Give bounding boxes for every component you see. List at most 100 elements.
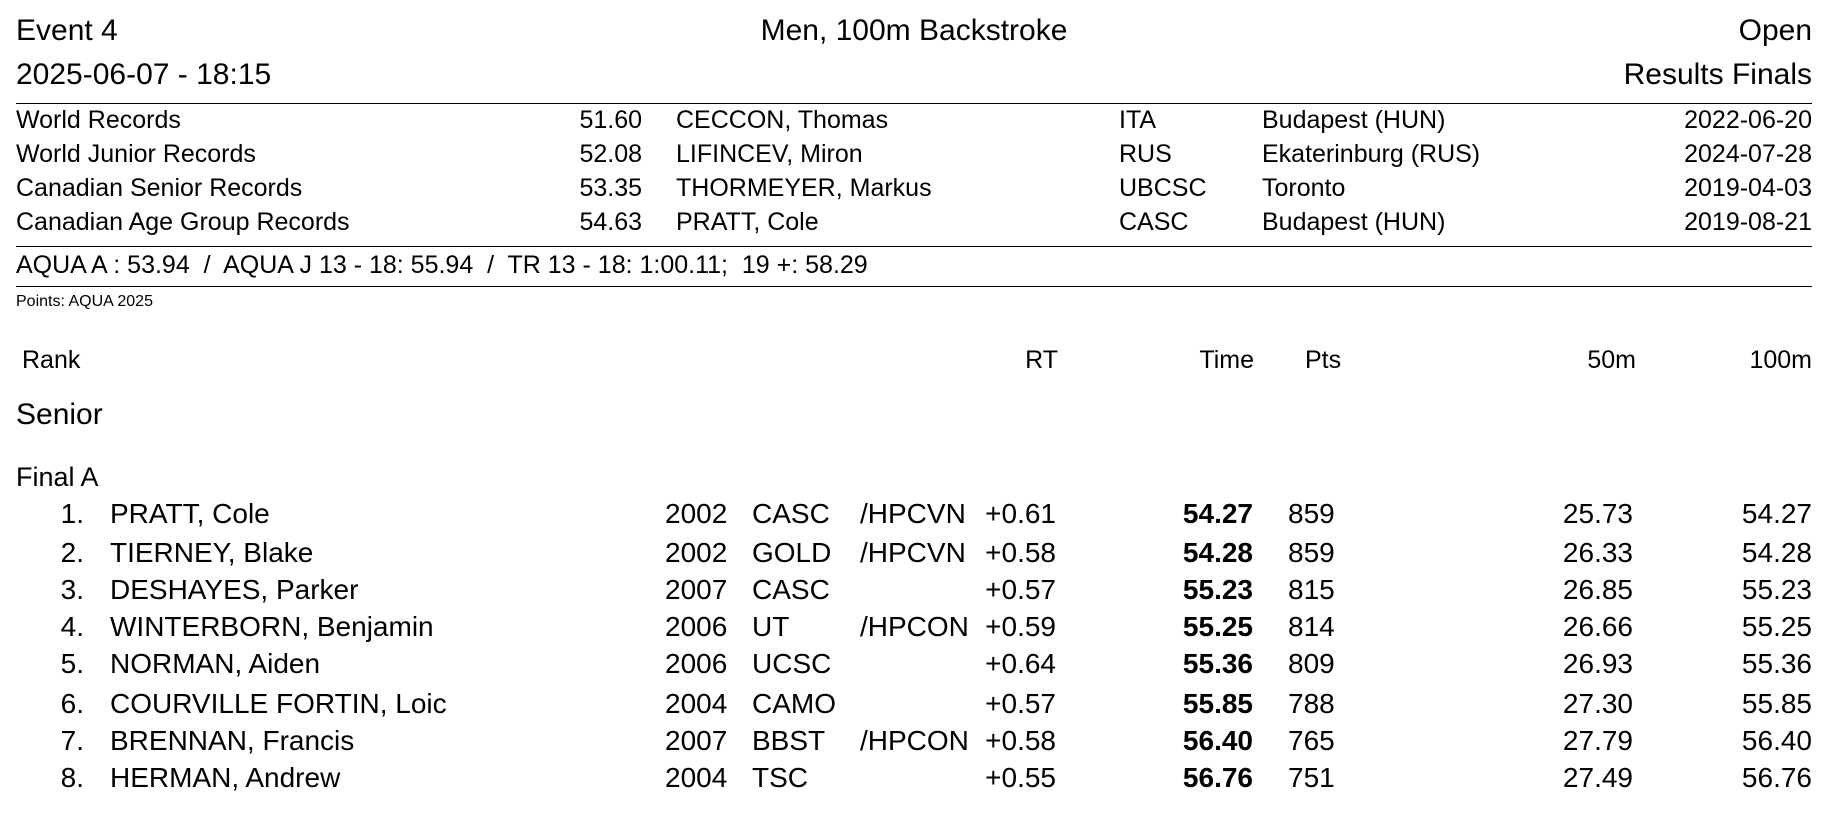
result-points: 788 xyxy=(1288,688,1335,719)
result-points: 765 xyxy=(1288,725,1335,756)
column-rank: Rank xyxy=(22,346,81,374)
result-rank: 8. xyxy=(60,762,84,793)
result-time: 55.36 xyxy=(1182,648,1253,679)
result-year: 2004 xyxy=(665,688,728,719)
record-holder: CECCON, Thomas xyxy=(676,106,889,134)
record-date: 2022-06-20 xyxy=(1684,106,1812,134)
record-time: 52.08 xyxy=(579,140,642,168)
record-time: 54.63 xyxy=(579,208,642,236)
result-split-100m: 56.76 xyxy=(1741,762,1812,793)
result-split-50m: 26.33 xyxy=(1562,537,1633,568)
record-country: UBCSC xyxy=(1119,174,1207,202)
result-split-100m: 55.23 xyxy=(1741,574,1812,605)
divider-standards xyxy=(16,286,1812,287)
column-100m: 100m xyxy=(1749,346,1812,374)
result-club: CASC xyxy=(752,574,830,605)
result-rt: +0.55 xyxy=(985,762,1056,793)
result-rt: +0.58 xyxy=(985,725,1056,756)
result-rank: 7. xyxy=(60,725,84,756)
result-time: 56.76 xyxy=(1182,762,1253,793)
divider-top xyxy=(16,103,1812,104)
event-category: Open xyxy=(1738,14,1812,47)
result-program: /HPCON xyxy=(860,611,969,642)
result-split-100m: 55.85 xyxy=(1741,688,1812,719)
result-program: /HPCVN xyxy=(860,537,966,568)
result-time: 56.40 xyxy=(1182,725,1253,756)
result-rank: 6. xyxy=(60,688,84,719)
result-points: 814 xyxy=(1288,611,1335,642)
result-rank: 4. xyxy=(60,611,84,642)
result-year: 2007 xyxy=(665,725,728,756)
result-split-100m: 55.36 xyxy=(1741,648,1812,679)
result-name: DESHAYES, Parker xyxy=(110,574,359,605)
result-name: NORMAN, Aiden xyxy=(110,648,321,679)
result-split-50m: 25.73 xyxy=(1562,498,1633,529)
result-points: 809 xyxy=(1288,648,1335,679)
result-split-50m: 26.66 xyxy=(1562,611,1633,642)
result-points: 859 xyxy=(1288,498,1335,529)
result-program: /HPCON xyxy=(860,725,969,756)
record-date: 2019-04-03 xyxy=(1684,174,1812,202)
result-club: BBST xyxy=(752,725,826,756)
result-time: 54.28 xyxy=(1182,537,1253,568)
result-time: 55.23 xyxy=(1182,574,1253,605)
result-year: 2006 xyxy=(665,648,728,679)
record-label: World Records xyxy=(16,106,181,134)
result-time: 55.85 xyxy=(1182,688,1253,719)
result-club: CASC xyxy=(752,498,830,529)
column-50m: 50m xyxy=(1587,346,1636,374)
record-place: Budapest (HUN) xyxy=(1262,208,1446,236)
result-name: TIERNEY, Blake xyxy=(110,537,314,568)
result-rank: 3. xyxy=(60,574,84,605)
result-club: TSC xyxy=(752,762,808,793)
record-time: 53.35 xyxy=(579,174,642,202)
result-points: 751 xyxy=(1288,762,1335,793)
result-rank: 5. xyxy=(60,648,84,679)
result-split-100m: 54.27 xyxy=(1741,498,1812,529)
result-program: /HPCVN xyxy=(860,498,966,529)
result-club: UT xyxy=(752,611,790,642)
result-club: UCSC xyxy=(752,648,832,679)
result-year: 2007 xyxy=(665,574,728,605)
result-rank: 2. xyxy=(60,537,84,568)
result-name: BRENNAN, Francis xyxy=(110,725,355,756)
result-split-50m: 27.79 xyxy=(1562,725,1633,756)
result-split-50m: 27.49 xyxy=(1562,762,1633,793)
record-label: Canadian Age Group Records xyxy=(16,208,350,236)
final-heading: Final A xyxy=(16,462,99,492)
result-club: GOLD xyxy=(752,537,832,568)
section-heading: Senior xyxy=(16,398,103,431)
qualifying-standards: AQUA A : 53.94 / AQUA J 13 - 18: 55.94 /… xyxy=(16,251,868,279)
record-holder: PRATT, Cole xyxy=(676,208,819,236)
result-split-100m: 54.28 xyxy=(1741,537,1812,568)
record-label: Canadian Senior Records xyxy=(16,174,303,202)
record-place: Budapest (HUN) xyxy=(1262,106,1446,134)
record-date: 2019-08-21 xyxy=(1684,208,1812,236)
result-time: 55.25 xyxy=(1182,611,1253,642)
result-rt: +0.57 xyxy=(985,574,1056,605)
result-split-50m: 27.30 xyxy=(1562,688,1633,719)
record-time: 51.60 xyxy=(579,106,642,134)
result-rt: +0.58 xyxy=(985,537,1056,568)
result-name: HERMAN, Andrew xyxy=(110,762,341,793)
record-holder: THORMEYER, Markus xyxy=(676,174,932,202)
result-split-50m: 26.85 xyxy=(1562,574,1633,605)
result-rt: +0.59 xyxy=(985,611,1056,642)
result-rank: 1. xyxy=(60,498,84,529)
record-date: 2024-07-28 xyxy=(1684,140,1812,168)
result-year: 2002 xyxy=(665,537,728,568)
result-time: 54.27 xyxy=(1182,498,1253,529)
result-rt: +0.64 xyxy=(985,648,1056,679)
record-country: CASC xyxy=(1119,208,1189,236)
column-rt: RT xyxy=(1025,346,1058,374)
record-country: ITA xyxy=(1119,106,1157,134)
record-place: Toronto xyxy=(1262,174,1346,202)
result-split-100m: 56.40 xyxy=(1741,725,1812,756)
record-place: Ekaterinburg (RUS) xyxy=(1262,140,1481,168)
result-club: CAMO xyxy=(752,688,836,719)
record-holder: LIFINCEV, Miron xyxy=(676,140,863,168)
points-note: Points: AQUA 2025 xyxy=(16,293,153,310)
result-rt: +0.57 xyxy=(985,688,1056,719)
result-name: PRATT, Cole xyxy=(110,498,270,529)
event-title: Men, 100m Backstroke xyxy=(760,14,1068,47)
